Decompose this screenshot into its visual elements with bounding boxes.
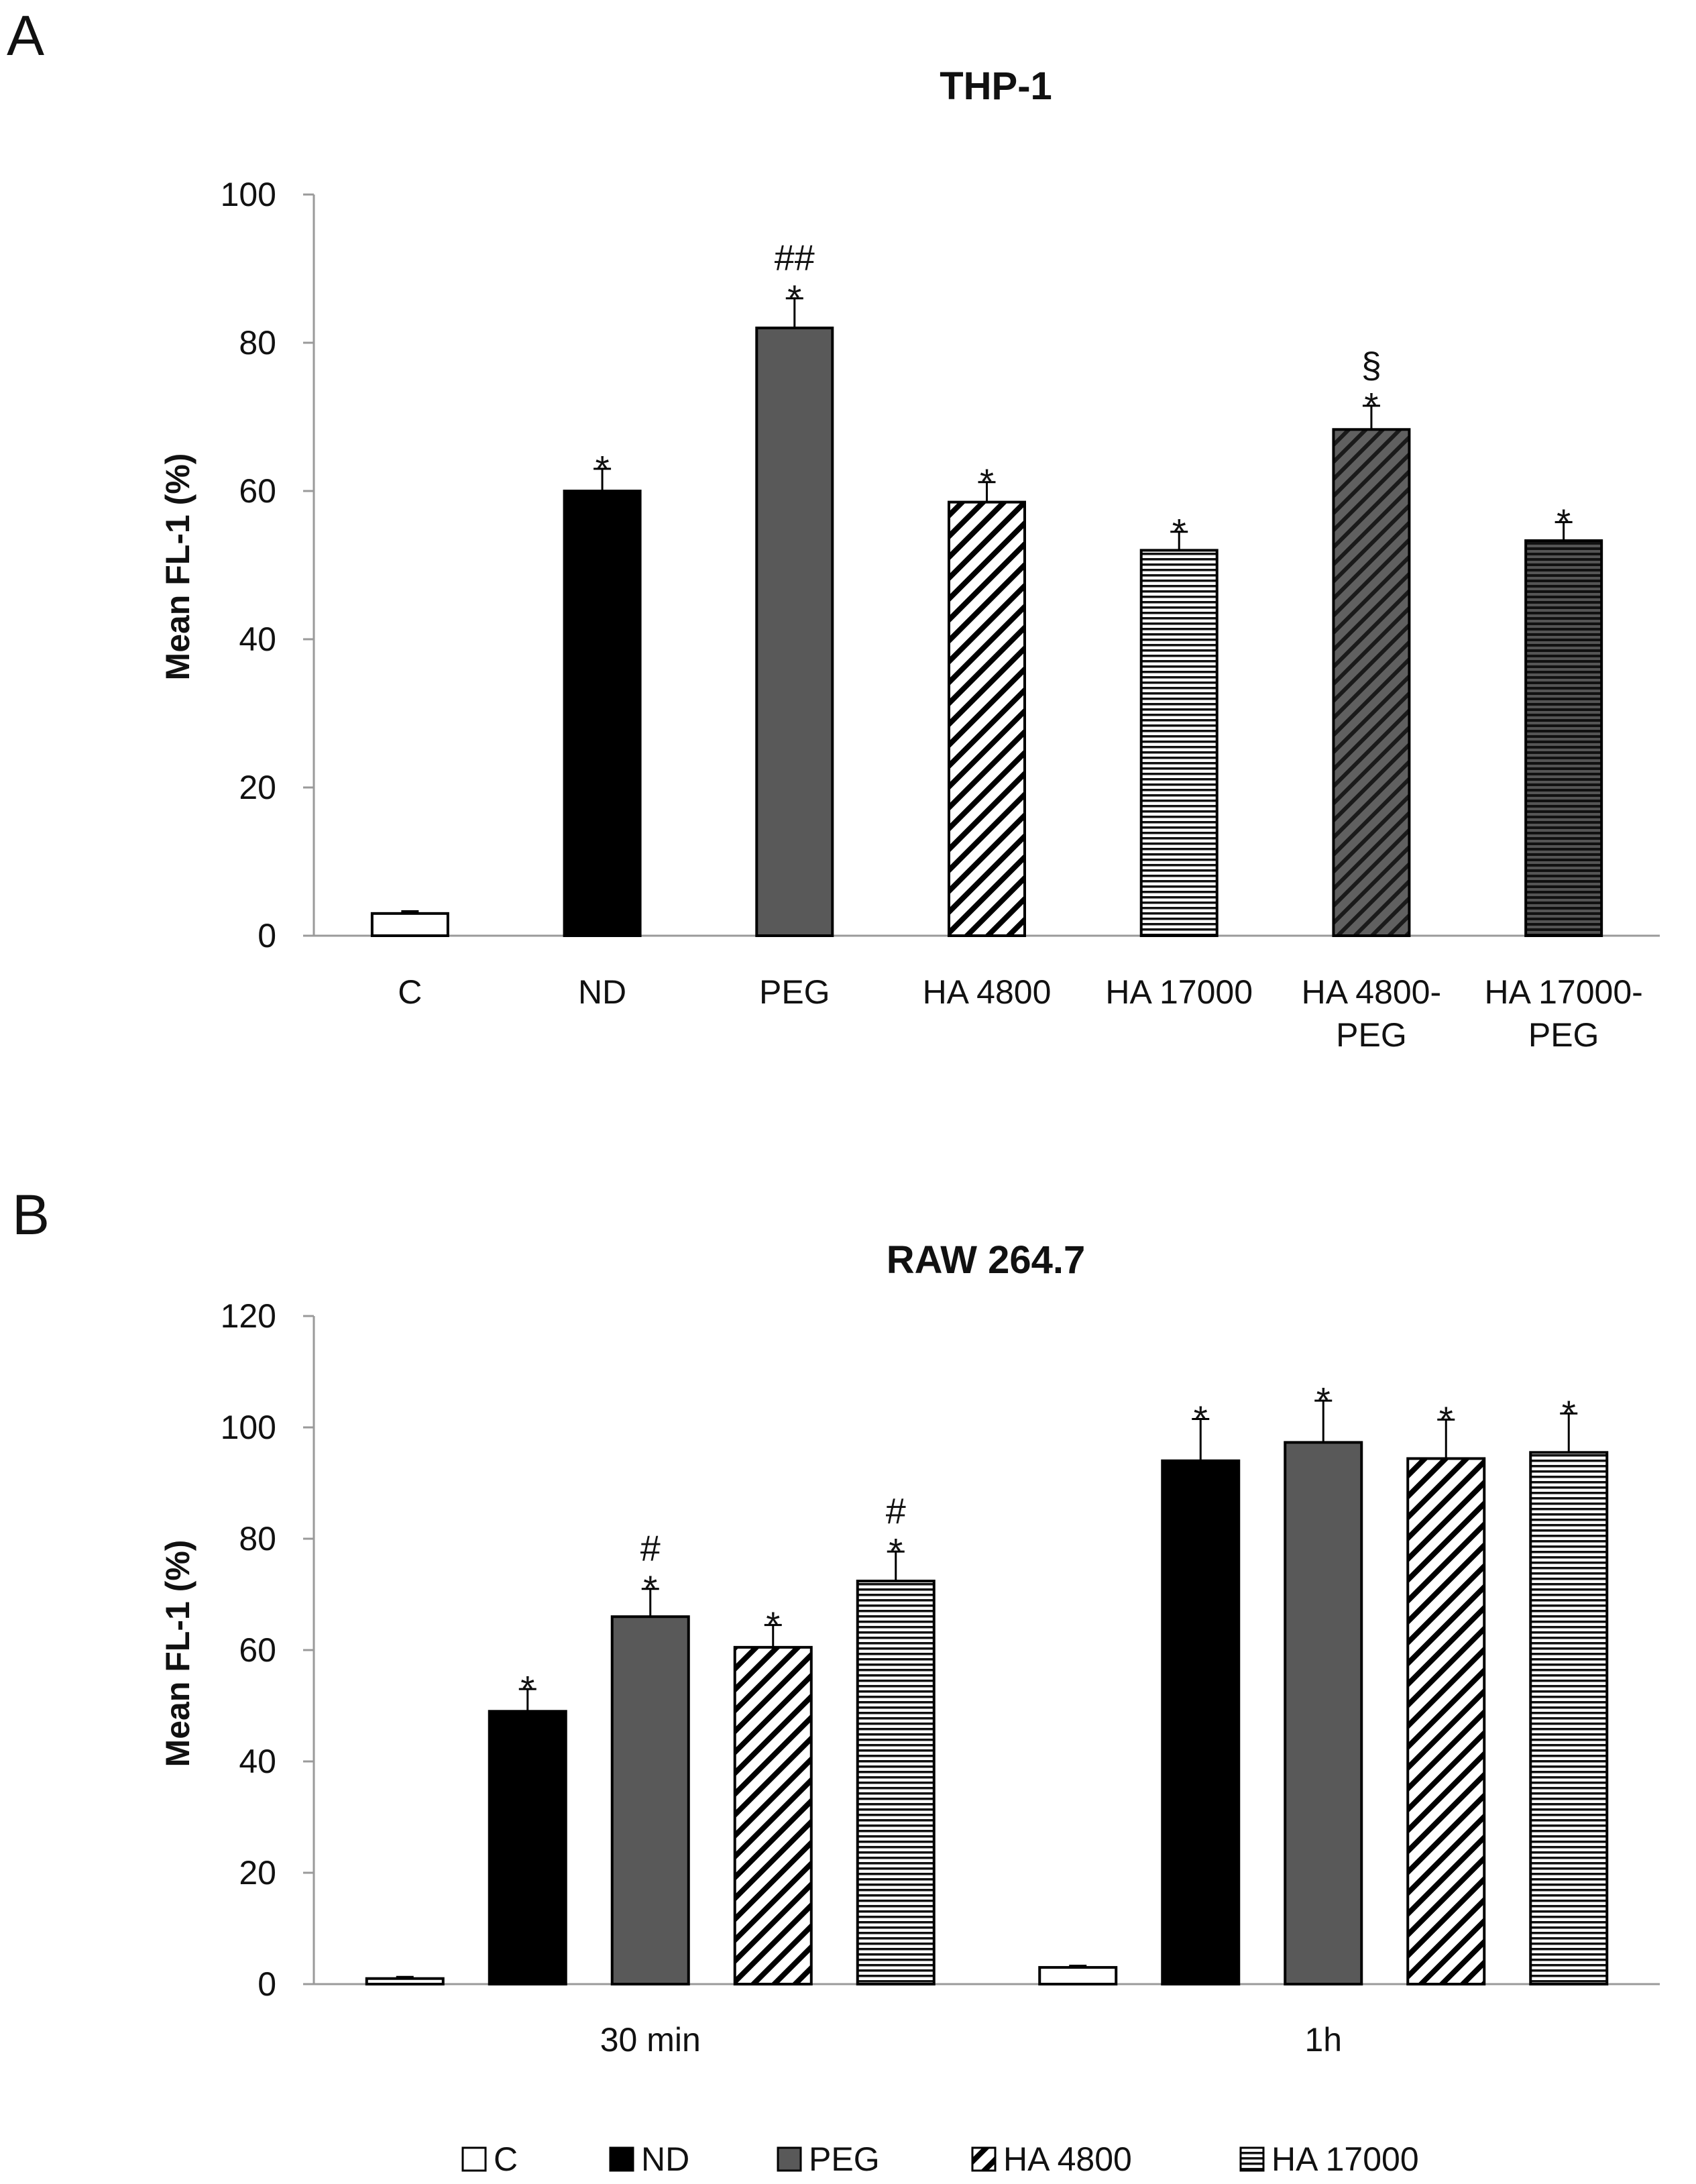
panel-a-nd-significance-star: * xyxy=(596,449,610,489)
panel-a-ha-17000-peg-significance-star: * xyxy=(1557,502,1571,542)
panel-b-1h-peg-bar xyxy=(1284,1441,1363,1985)
panel-b-bars: **#**#30 min* * * *1h xyxy=(365,1380,1609,2059)
panel-a-bars: C*ND*##PEG*HA 4800*HA 17000*§HA 4800-PEG… xyxy=(370,238,1643,1054)
panel-b-title: RAW 264.7 xyxy=(887,1238,1086,1282)
panel-b-1h-nd-bar xyxy=(1161,1459,1241,1986)
panel-b-y-tick-label: 20 xyxy=(239,1854,276,1892)
panel-b-1h-ha-17000-significance-star: * xyxy=(1562,1393,1576,1433)
panel-a-y-tick-label: 0 xyxy=(258,917,276,954)
panel-a-x-tick-label: HA 17000- xyxy=(1485,973,1643,1011)
panel-b-30-min-nd-bar xyxy=(488,1710,567,1986)
panel-b-chart: B RAW 264.7 Mean FL-1 (%) 0 20 40 60 80 100 12… xyxy=(12,1183,1660,2178)
panel-a-x-tick-label: PEG xyxy=(1528,1016,1599,1054)
panel-a-ha-4800-peg-significance-star: * xyxy=(1364,386,1378,426)
panel-a-ha-17000-peg-bar xyxy=(1524,539,1603,937)
panel-a-peg-significance-star: * xyxy=(787,278,801,319)
panel-a-letter: A xyxy=(7,4,44,67)
panel-a-ha-4800-peg-bar xyxy=(1332,428,1411,937)
legend-label-peg: PEG xyxy=(809,2140,880,2178)
panel-a-ha-4800-bar xyxy=(948,500,1026,937)
panel-a-nd-bar xyxy=(563,490,642,937)
panel-b-y-tick-label: 80 xyxy=(239,1520,276,1558)
panel-a-x-tick-label: PEG xyxy=(759,973,830,1011)
panel-a-y-tick-label: 100 xyxy=(221,176,276,213)
panel-a-x-tick-label: HA 4800- xyxy=(1302,973,1441,1011)
panel-b-y-tick-label: 100 xyxy=(221,1409,276,1446)
panel-a-ha-17000-bar xyxy=(1139,549,1219,937)
panel-a-y-tick-label: 40 xyxy=(239,620,276,658)
panel-b-1h-ha-4800-significance-star: * xyxy=(1439,1399,1453,1439)
panel-b-30-min-peg-significance-star: * xyxy=(643,1569,657,1609)
panel-a-peg-significance-mark: ## xyxy=(775,238,815,278)
panel-b-30-min-peg-significance-mark: # xyxy=(640,1529,661,1569)
panel-a-x-tick-label: HA 17000 xyxy=(1105,973,1253,1011)
panel-b-30-min-c-bar xyxy=(365,1977,445,1985)
panel-a-y-tick-label: 60 xyxy=(239,472,276,510)
panel-b-30-min-ha-17000-significance-mark: # xyxy=(886,1491,906,1531)
panel-a-y-tick-label: 20 xyxy=(239,769,276,806)
panel-a-ha-4800-peg-significance-mark: § xyxy=(1361,345,1381,386)
panel-a-y-axis-label: Mean FL-1 (%) xyxy=(159,453,196,681)
legend-label-nd: ND xyxy=(641,2140,689,2178)
panel-b-30-min-ha-17000-significance-star: * xyxy=(889,1531,903,1572)
panel-b-y-tick-label: 0 xyxy=(258,1965,276,2003)
legend-swatch-nd xyxy=(609,2146,634,2172)
panel-a-y-tick-label: 80 xyxy=(239,324,276,362)
panel-b-30-min-ha-17000-bar xyxy=(856,1580,936,1986)
panel-b-1h-ha-17000-bar xyxy=(1529,1451,1609,1986)
legend-label-c: C xyxy=(494,2140,518,2178)
panel-b-1h-peg-significance-star: * xyxy=(1316,1380,1331,1421)
panel-b-x-tick-label: 1h xyxy=(1304,2021,1342,2059)
panel-a-x-tick-label: ND xyxy=(578,973,626,1011)
panel-a-x-tick-label: C xyxy=(398,973,422,1011)
panel-a-ha-4800-significance-star: * xyxy=(980,462,994,502)
legend-swatch-peg xyxy=(777,2146,802,2172)
panel-b-letter: B xyxy=(12,1183,50,1246)
panel-b-1h-ha-4800-bar xyxy=(1406,1457,1486,1985)
panel-b-30-min-ha-4800-bar xyxy=(733,1645,813,1986)
panel-b-x-tick-label: 30 min xyxy=(600,2021,701,2059)
panel-a-ha-17000-significance-star: * xyxy=(1172,512,1186,552)
panel-b-y-tick-label: 60 xyxy=(239,1631,276,1669)
panel-b-y-axis-label: Mean FL-1 (%) xyxy=(159,1540,196,1767)
panel-a-peg-bar xyxy=(755,326,834,937)
panel-b-1h-c-bar xyxy=(1038,1966,1118,1986)
legend-label-ha-17000: HA 17000 xyxy=(1271,2140,1419,2178)
panel-b-y-tick-label: 120 xyxy=(221,1297,276,1335)
legend-label-ha-4800: HA 4800 xyxy=(1003,2140,1132,2178)
panel-a-x-tick-label: PEG xyxy=(1336,1016,1407,1054)
legend-swatch-ha-4800 xyxy=(971,2146,997,2172)
legend-swatch-c xyxy=(461,2146,487,2172)
legend-swatch-ha-17000 xyxy=(1239,2146,1265,2172)
panel-a-chart: A THP-1 Mean FL-1 (%) 0 20 40 60 80 100 C * ND *… xyxy=(7,4,1660,1054)
panel-a-x-tick-label: HA 4800 xyxy=(923,973,1052,1011)
panel-b-1h-nd-significance-star: * xyxy=(1194,1399,1208,1439)
panel-b-legend: C ND PEG HA 4800 HA 17000 xyxy=(461,2140,1419,2178)
panel-a-title: THP-1 xyxy=(940,64,1052,108)
panel-b-y-tick-label: 40 xyxy=(239,1743,276,1780)
panel-b-30-min-ha-4800-significance-star: * xyxy=(766,1605,780,1645)
panel-a-axes: 0 20 40 60 80 100 xyxy=(221,176,1660,954)
panel-a-c-bar xyxy=(370,912,449,937)
panel-b-30-min-peg-bar xyxy=(610,1615,690,1985)
panel-b-30-min-nd-significance-star: * xyxy=(520,1669,534,1709)
